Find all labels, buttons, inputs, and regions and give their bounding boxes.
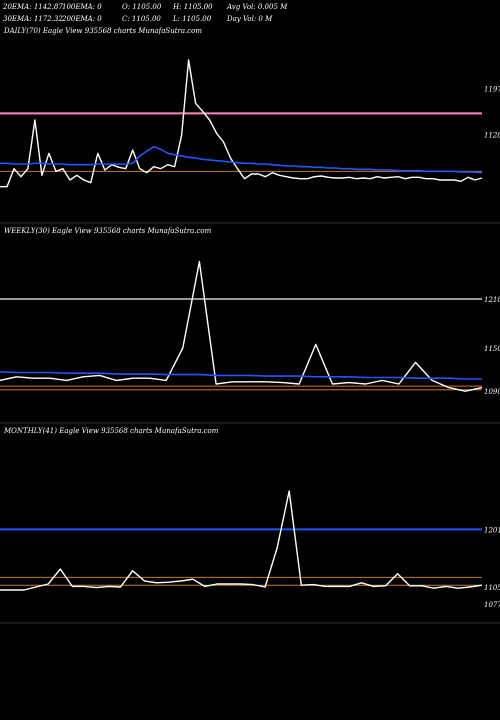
daily-tick-label-0: 1197	[484, 86, 500, 94]
weekly-price-line	[0, 260, 483, 392]
monthly-price-line	[0, 490, 483, 591]
weekly-panel-label: WEEKLY(30) Eagle View 935568 charts Muna…	[4, 227, 212, 235]
daily-panel-label: DAILY(70) Eagle View 935568 charts Munaf…	[3, 27, 202, 35]
open-readout: O: 1105.00	[122, 3, 162, 11]
high-readout: H: 1105.00	[173, 3, 213, 11]
monthly-tick-label-1: 1105	[484, 584, 500, 592]
monthly-tick-label-2: 1077	[484, 601, 500, 609]
weekly-tick-label-1: 1150	[484, 345, 500, 353]
weekly-tick-label-2: 1090	[484, 388, 500, 396]
close-readout: C: 1105.00	[122, 15, 161, 23]
avg-volume-readout: Avg Vol: 0.005 M	[227, 3, 288, 11]
low-readout: L: 1105.00	[173, 15, 212, 23]
monthly-panel-label: MONTHLY(41) Eagle View 935568 charts Mun…	[3, 427, 219, 435]
day-volume-readout: Day Vol: 0 M	[227, 15, 273, 23]
daily-tick-label-1: 1128	[484, 132, 500, 140]
weekly-ema-line	[0, 371, 482, 380]
ema30-readout: 30EMA: 1172.32	[3, 15, 63, 23]
ema20-readout: 20EMA: 1142.87	[3, 3, 63, 11]
ema200-readout: 200EMA: 0	[62, 15, 102, 23]
weekly-tick-label-0: 1218	[484, 296, 500, 304]
daily-ema-line	[0, 145, 483, 174]
daily-price-line	[0, 59, 483, 188]
ema100-readout: 100EMA: 0	[62, 3, 102, 11]
